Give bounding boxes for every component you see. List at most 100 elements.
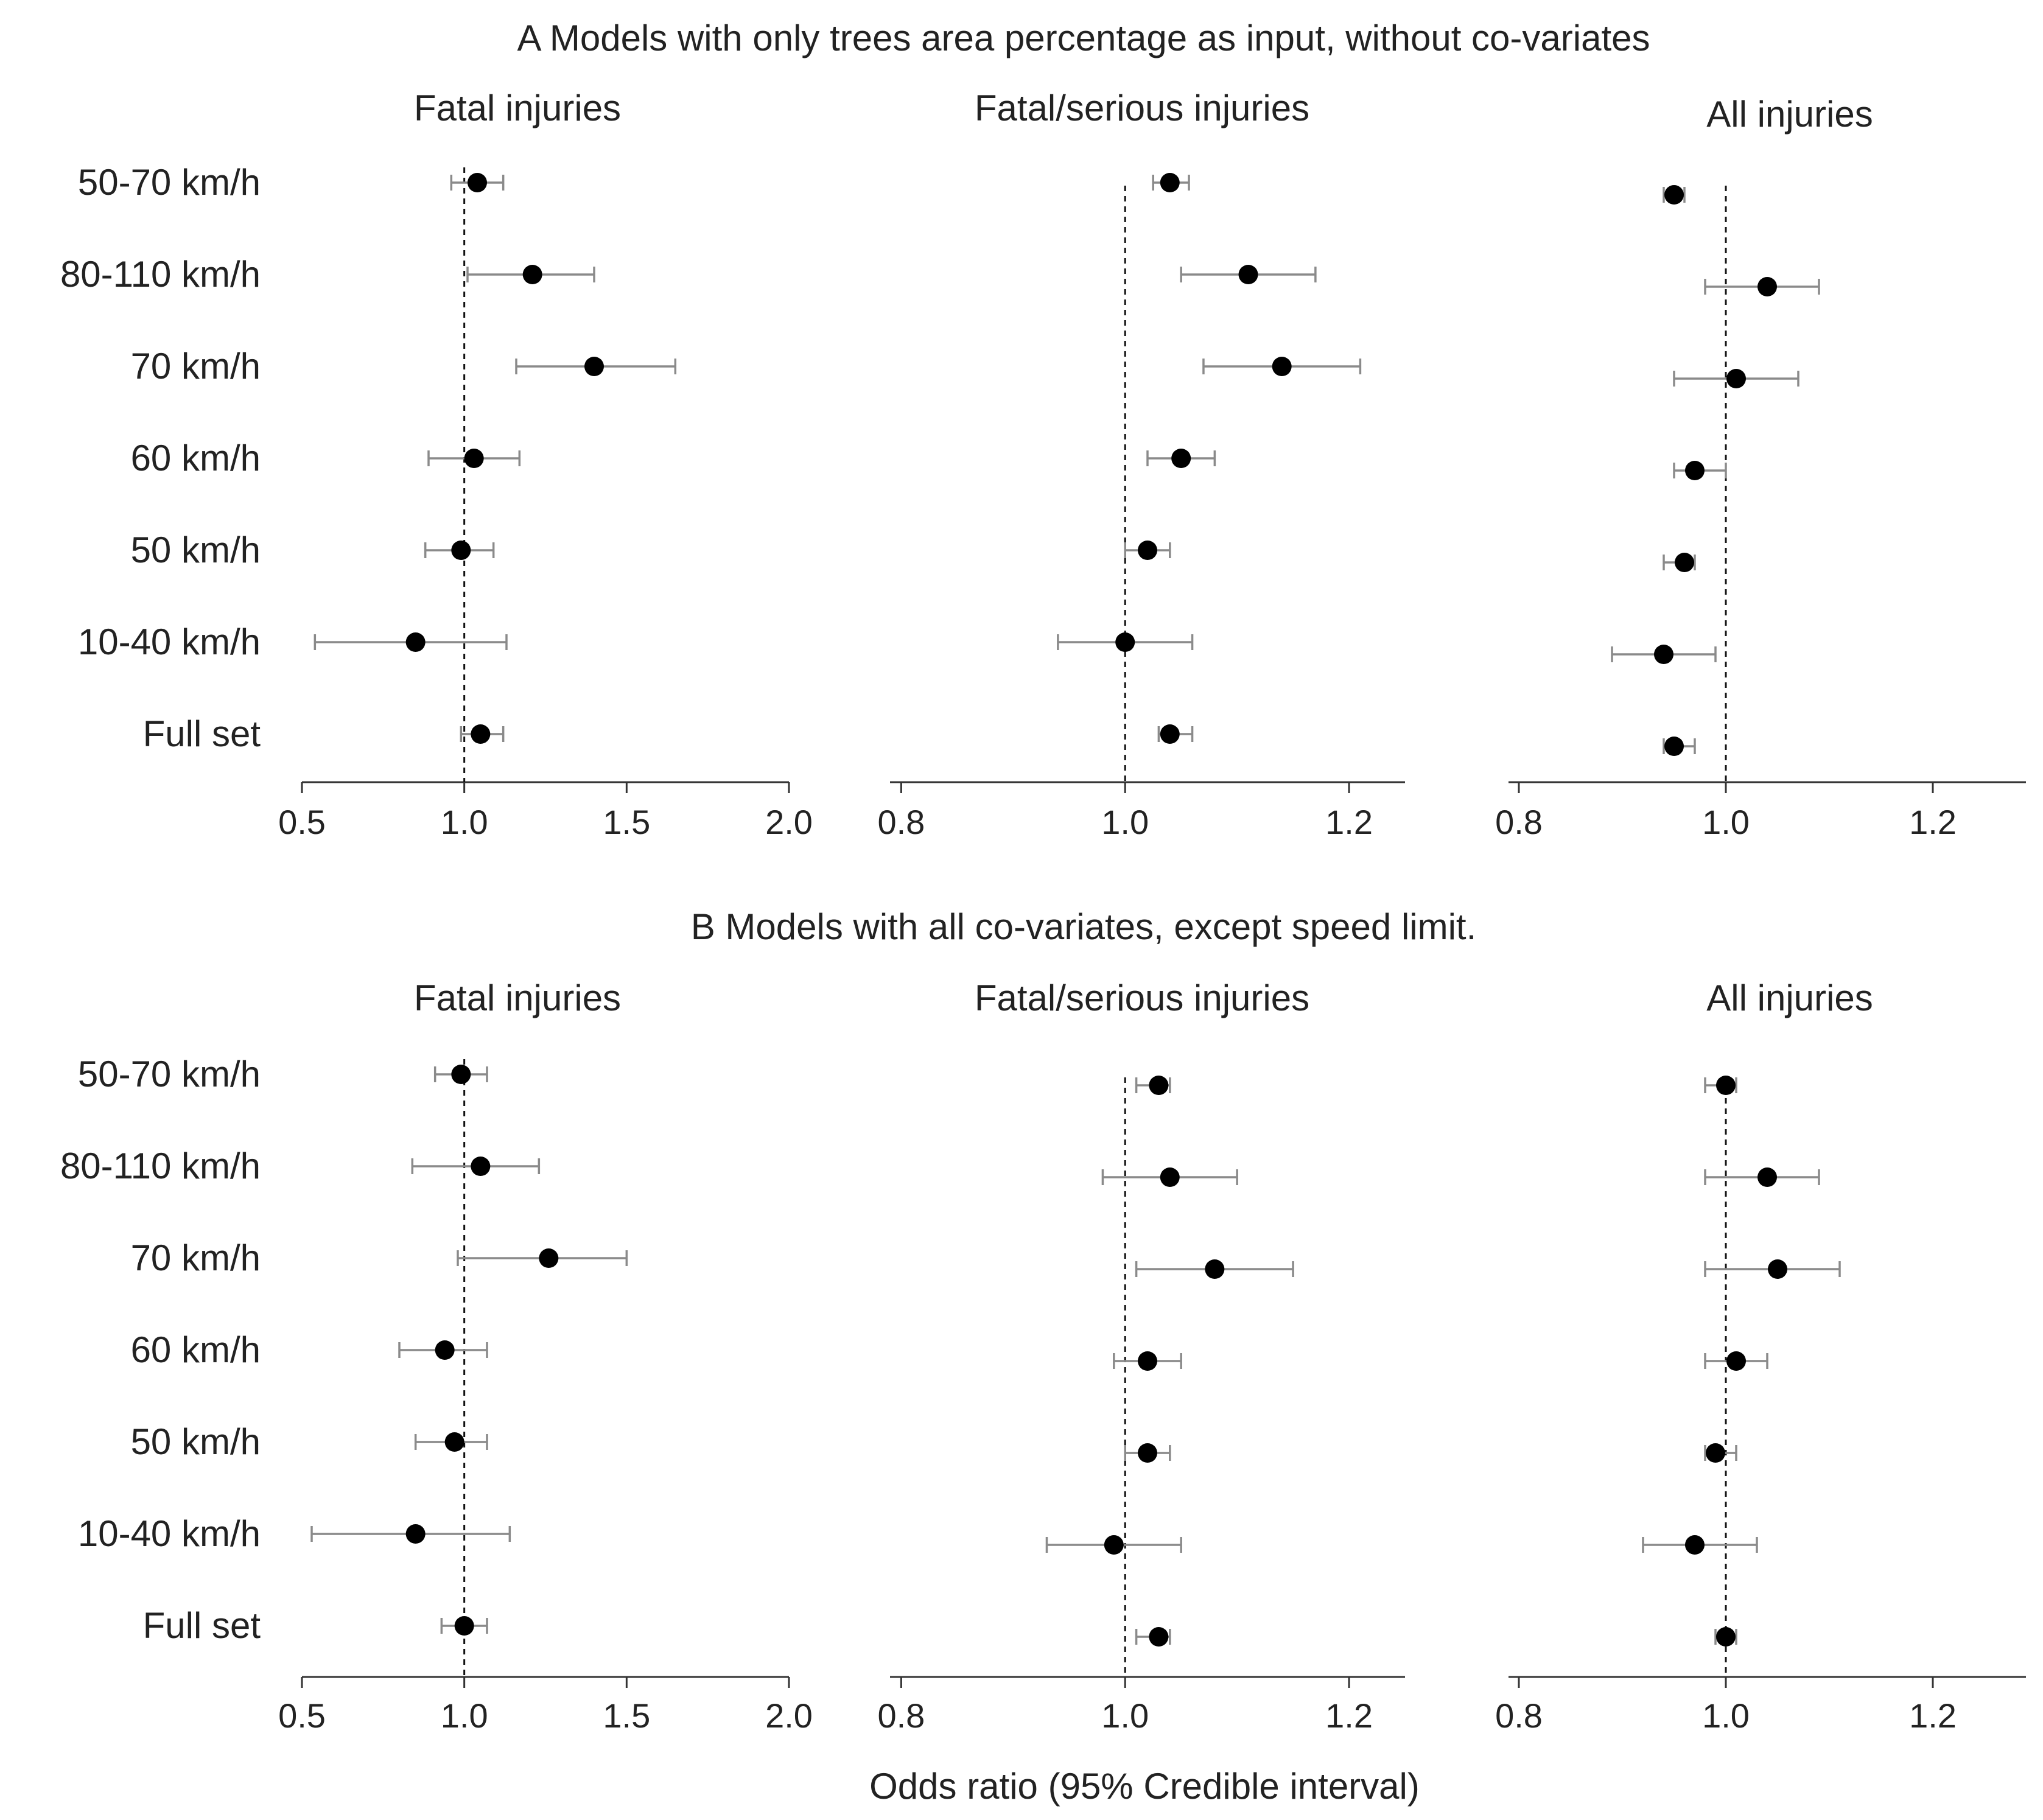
estimate-full-set	[460, 724, 505, 744]
estimate-50-70-km-h	[1704, 1076, 1737, 1095]
row-label-70-km-h: 70 km/h	[131, 346, 261, 387]
x-tick-label: 0.8	[877, 803, 925, 841]
panel-fatal-injuries: Fatal injuries 0.5 1.0 1.5 2.0	[278, 88, 813, 841]
estimate-10-40-km-h	[1057, 632, 1194, 652]
point-estimate	[1205, 1259, 1225, 1279]
point-estimate	[451, 541, 471, 560]
estimate-70-km-h	[1704, 1259, 1841, 1279]
row-label-50-km-h: 50 km/h	[131, 530, 261, 570]
point-estimate	[1685, 1535, 1705, 1555]
panel-title: Fatal/serious injuries	[975, 978, 1309, 1018]
point-estimate	[435, 1340, 455, 1360]
row-label-10-40-km-h: 10-40 km/h	[78, 1513, 261, 1554]
point-estimate	[471, 1157, 491, 1176]
estimate-80-110-km-h	[1101, 1167, 1238, 1187]
point-estimate	[539, 1248, 559, 1268]
point-estimate	[1160, 173, 1180, 192]
row-label-full-set: Full set	[143, 713, 261, 754]
estimate-50-km-h	[414, 1432, 488, 1452]
estimate-70-km-h	[1135, 1259, 1294, 1279]
x-tick-label: 0.5	[278, 1696, 326, 1735]
point-estimate	[1104, 1535, 1124, 1555]
panel-fatal-injuries: Fatal injuries 0.5 1.0 1.5 2.0	[278, 978, 813, 1735]
point-estimate	[451, 1065, 471, 1084]
x-tick-label: 0.5	[278, 803, 326, 841]
point-estimate	[1115, 632, 1135, 652]
point-estimate	[405, 632, 426, 652]
estimate-full-set	[1135, 1627, 1171, 1647]
estimate-70-km-h	[457, 1248, 628, 1268]
estimate-10-40-km-h	[1045, 1535, 1182, 1555]
panel-all-injuries: All injuries 0.8 1.0 1.2	[1495, 978, 2026, 1735]
point-estimate	[1654, 645, 1673, 664]
x-tick-label: 1.2	[1909, 803, 1957, 841]
point-estimate	[1171, 449, 1191, 468]
x-tick-label: 2.0	[765, 1696, 813, 1735]
x-tick-label: 0.8	[1495, 1696, 1543, 1735]
estimate-70-km-h	[515, 357, 677, 376]
x-axis-label: Odds ratio (95% Credible interval)	[869, 1766, 1420, 1807]
estimate-80-110-km-h	[1180, 265, 1317, 284]
panel-fatal-serious-injuries: Fatal/serious injuries 0.8 1.0 1.2	[877, 88, 1405, 841]
estimate-60-km-h	[1146, 449, 1216, 468]
point-estimate	[1238, 265, 1258, 284]
point-estimate	[1675, 553, 1694, 572]
point-estimate	[1768, 1259, 1787, 1279]
estimate-10-40-km-h	[1611, 645, 1717, 664]
estimate-50-70-km-h	[1152, 173, 1190, 192]
estimate-60-km-h	[398, 1340, 488, 1360]
row-label-70-km-h: 70 km/h	[131, 1237, 261, 1278]
panel-title: Fatal/serious injuries	[975, 88, 1309, 128]
point-estimate	[1138, 1443, 1157, 1463]
estimate-50-70-km-h	[1663, 185, 1686, 205]
estimate-50-km-h	[1124, 1443, 1171, 1463]
section-title: B Models with all co-variates, except sp…	[691, 906, 1477, 947]
estimate-60-km-h	[1113, 1351, 1182, 1371]
row-label-80-110-km-h: 80-110 km/h	[60, 1146, 261, 1186]
point-estimate	[1272, 357, 1292, 376]
point-estimate	[454, 1616, 474, 1636]
point-estimate	[1160, 1167, 1180, 1187]
estimate-70-km-h	[1673, 369, 1799, 388]
row-label-60-km-h: 60 km/h	[131, 438, 261, 478]
point-estimate	[444, 1432, 464, 1452]
estimate-80-110-km-h	[1704, 277, 1820, 296]
x-tick-label: 1.0	[1101, 1696, 1149, 1735]
estimate-50-km-h	[1704, 1443, 1737, 1463]
point-estimate	[468, 173, 487, 192]
point-estimate	[1757, 1167, 1777, 1187]
x-tick-label: 1.0	[1702, 1696, 1750, 1735]
panel-title: Fatal injuries	[414, 88, 621, 128]
point-estimate	[1138, 1351, 1157, 1371]
point-estimate	[471, 724, 491, 744]
estimate-50-km-h	[1663, 553, 1696, 572]
estimate-60-km-h	[1704, 1351, 1768, 1371]
x-tick-label: 1.0	[1702, 803, 1750, 841]
estimate-50-km-h	[424, 541, 495, 560]
estimate-50-70-km-h	[433, 1065, 488, 1084]
x-tick-label: 1.2	[1325, 803, 1373, 841]
row-label-50-km-h: 50 km/h	[131, 1421, 261, 1462]
x-tick-label: 1.5	[603, 1696, 650, 1735]
panel-fatal-serious-injuries: Fatal/serious injuries 0.8 1.0 1.2	[877, 978, 1405, 1735]
point-estimate	[522, 265, 542, 284]
estimate-80-110-km-h	[466, 265, 595, 284]
point-estimate	[1149, 1627, 1169, 1647]
estimate-80-110-km-h	[411, 1157, 541, 1176]
point-estimate	[1138, 541, 1157, 560]
point-estimate	[464, 449, 484, 468]
estimate-70-km-h	[1202, 357, 1362, 376]
point-estimate	[1664, 737, 1684, 756]
estimate-full-set	[1157, 724, 1194, 744]
estimate-10-40-km-h	[1642, 1535, 1758, 1555]
point-estimate	[1757, 277, 1777, 296]
point-estimate	[1685, 461, 1705, 480]
section-b: B Models with all co-variates, except sp…	[60, 906, 2026, 1735]
estimate-80-110-km-h	[1704, 1167, 1820, 1187]
x-tick-label: 2.0	[765, 803, 813, 841]
row-label-50-70-km-h: 50-70 km/h	[78, 1054, 261, 1094]
row-label-10-40-km-h: 10-40 km/h	[78, 621, 261, 662]
row-label-60-km-h: 60 km/h	[131, 1329, 261, 1370]
